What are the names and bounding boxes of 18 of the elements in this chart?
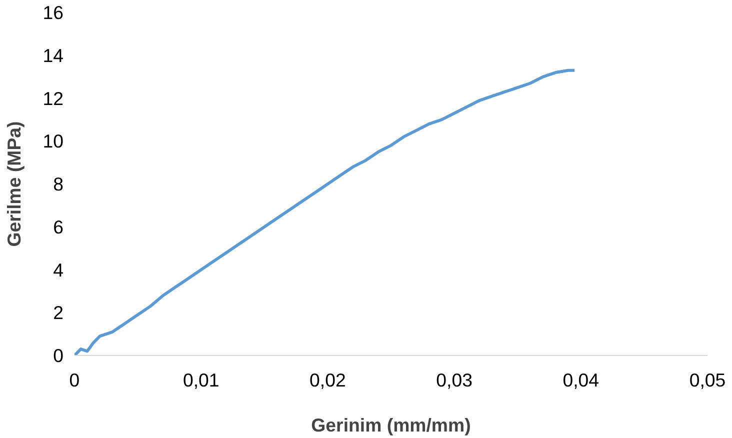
y-tick-label: 6 [53, 216, 64, 238]
y-tick-label: 10 [42, 130, 64, 152]
x-axis-title: Gerinim (mm/mm) [311, 414, 471, 436]
y-tick-label: 2 [53, 302, 64, 324]
x-tick-label: 0,02 [310, 370, 346, 390]
y-tick-label: 12 [42, 88, 64, 109]
x-tick-label: 0 [69, 370, 80, 390]
y-tick-label: 14 [42, 44, 64, 66]
line-series [74, 68, 576, 356]
y-tick-label: 0 [53, 345, 64, 366]
x-tick-label: 0,03 [436, 370, 472, 390]
y-axis-title: Gerilme (MPa) [4, 121, 25, 247]
y-tick-label: 4 [53, 259, 64, 280]
x-tick-label: 0,04 [562, 370, 600, 390]
y-tick-label: 16 [42, 2, 64, 23]
x-tick-label: 0,05 [689, 370, 726, 390]
x-tick-label: 0,01 [182, 370, 220, 390]
y-tick-label: 8 [53, 174, 64, 194]
